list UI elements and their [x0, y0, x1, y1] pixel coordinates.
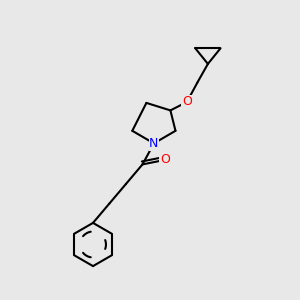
- Text: O: O: [182, 95, 192, 109]
- Text: O: O: [160, 153, 170, 167]
- Text: N: N: [149, 137, 159, 150]
